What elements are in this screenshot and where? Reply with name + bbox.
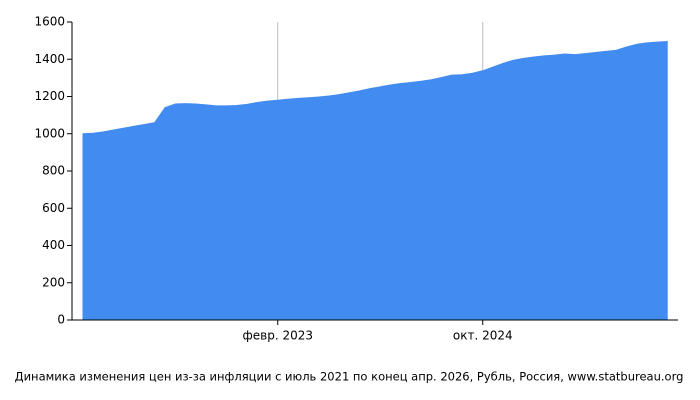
y-tick-label: 800 bbox=[42, 164, 65, 178]
y-tick-label: 1000 bbox=[34, 126, 65, 140]
y-tick-label: 1600 bbox=[34, 15, 65, 29]
y-tick-label: 200 bbox=[42, 275, 65, 289]
y-tick-label: 1200 bbox=[34, 89, 65, 103]
chart-caption: Динамика изменения цен из-за инфляции с … bbox=[15, 370, 684, 384]
y-tick-label: 0 bbox=[57, 313, 65, 327]
x-tick-label: февр. 2023 bbox=[243, 329, 314, 343]
area bbox=[82, 41, 668, 321]
y-tick-label: 400 bbox=[42, 238, 65, 252]
y-tick-label: 1400 bbox=[34, 52, 65, 66]
x-tick-label: окт. 2024 bbox=[453, 329, 513, 343]
y-tick-label: 600 bbox=[42, 201, 65, 215]
